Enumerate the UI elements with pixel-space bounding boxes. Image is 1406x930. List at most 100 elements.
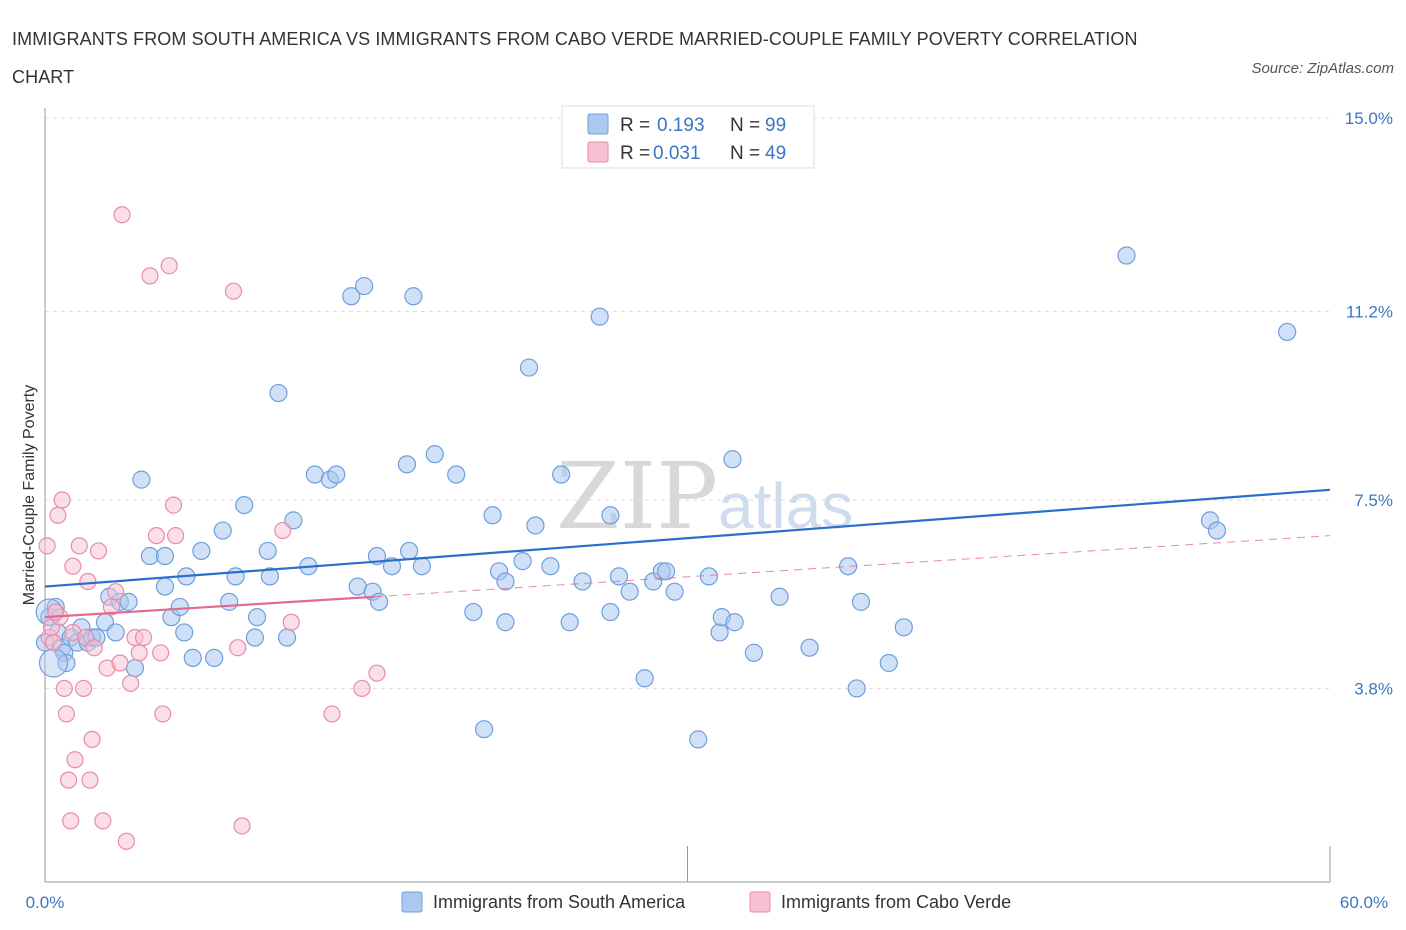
point-south-america-65 xyxy=(526,516,545,535)
point-cabo-verde-0 xyxy=(38,537,56,555)
point-south-america-34 xyxy=(247,608,267,627)
point-cabo-verde-6 xyxy=(53,491,71,509)
point-south-america-84 xyxy=(723,450,742,469)
y-axis-label: Married-Couple Family Poverty xyxy=(21,385,38,606)
point-cabo-verde-7 xyxy=(55,679,73,698)
point-south-america-33 xyxy=(245,628,264,647)
point-south-america-95 xyxy=(1278,322,1297,342)
point-south-america-94 xyxy=(1117,246,1136,265)
point-south-america-20 xyxy=(155,546,175,566)
point-cabo-verde-17 xyxy=(81,771,99,789)
legend-n-value-1: 99 xyxy=(765,115,786,136)
point-south-america-35 xyxy=(258,541,277,561)
point-cabo-verde-13 xyxy=(70,537,88,555)
point-cabo-verde-27 xyxy=(122,674,140,692)
trend-line-south-america xyxy=(44,488,1331,588)
point-south-america-66 xyxy=(541,557,560,576)
legend-r-label-1: R = xyxy=(620,115,650,136)
point-cabo-verde-14 xyxy=(74,679,93,698)
point-south-america-37 xyxy=(269,383,288,403)
y-tick-labels: 3.8% 7.5% 11.2% 15.0% xyxy=(1345,109,1393,698)
point-south-america-71 xyxy=(601,506,620,525)
point-south-america-58 xyxy=(474,720,494,739)
point-south-america-21 xyxy=(155,577,175,596)
point-south-america-5 xyxy=(57,653,76,673)
trend-line-cabo-verde xyxy=(44,595,375,619)
point-cabo-verde-45 xyxy=(368,664,386,682)
point-south-america-88 xyxy=(800,638,819,657)
point-cabo-verde-31 xyxy=(141,267,159,285)
point-cabo-verde-20 xyxy=(94,812,112,830)
bottom-legend-label-south-america: Immigrants from South America xyxy=(433,892,686,912)
point-cabo-verde-43 xyxy=(323,705,341,723)
point-south-america-61 xyxy=(496,613,515,632)
point-south-america-52 xyxy=(404,287,423,306)
point-south-america-90 xyxy=(847,679,866,698)
point-south-america-31 xyxy=(226,567,245,586)
x-tick-label-min: 0.0% xyxy=(26,893,65,912)
point-south-america-86 xyxy=(744,643,763,662)
point-cabo-verde-40 xyxy=(233,817,251,835)
point-cabo-verde-23 xyxy=(107,583,125,601)
trend-lines xyxy=(44,488,1331,619)
point-south-america-62 xyxy=(496,572,515,591)
point-south-america-57 xyxy=(464,602,483,622)
point-south-america-38 xyxy=(277,628,297,647)
point-cabo-verde-48 xyxy=(85,639,103,657)
y-tick-label-2: 11.2% xyxy=(1346,303,1393,322)
point-cabo-verde-35 xyxy=(160,257,178,275)
point-south-america-17 xyxy=(125,658,145,678)
point-south-america-64 xyxy=(519,358,539,377)
point-south-america-49 xyxy=(382,557,402,576)
legend-r-value-2: 0.031 xyxy=(653,143,701,164)
y-tick-label-1: 7.5% xyxy=(1354,491,1393,510)
legend-swatch-south-america xyxy=(587,113,609,135)
legend-r-value-1: 0.193 xyxy=(657,115,705,136)
point-south-america-75 xyxy=(635,669,654,688)
point-cabo-verde-8 xyxy=(57,705,76,723)
point-cabo-verde-33 xyxy=(152,644,170,662)
point-cabo-verde-18 xyxy=(83,730,101,748)
point-south-america-73 xyxy=(609,567,629,586)
point-south-america-56 xyxy=(447,465,466,484)
point-cabo-verde-29 xyxy=(130,644,148,662)
series-legend: Immigrants from South America Immigrants… xyxy=(401,891,1011,913)
point-cabo-verde-24 xyxy=(111,654,129,672)
point-cabo-verde-36 xyxy=(164,496,183,514)
point-south-america-82 xyxy=(710,623,729,642)
legend-r-label-2: R = xyxy=(620,143,650,164)
point-south-america-23 xyxy=(170,597,190,617)
point-cabo-verde-10 xyxy=(62,812,80,830)
point-cabo-verde-25 xyxy=(113,206,131,224)
legend-n-value-2: 49 xyxy=(765,143,786,164)
point-cabo-verde-42 xyxy=(282,613,300,631)
correlation-legend: R = 0.193 N = 99 R = 0.031 N = 49 xyxy=(561,105,815,169)
point-cabo-verde-46 xyxy=(64,557,82,575)
point-south-america-36 xyxy=(260,567,279,586)
point-cabo-verde-3 xyxy=(44,634,63,652)
point-south-america-93 xyxy=(894,618,913,637)
watermark: ZIP atlas xyxy=(556,443,853,550)
point-south-america-63 xyxy=(513,552,532,571)
point-south-america-18 xyxy=(132,470,151,489)
point-south-america-79 xyxy=(665,582,684,601)
watermark-zip: ZIP xyxy=(556,443,718,550)
point-south-america-45 xyxy=(355,276,374,296)
point-cabo-verde-34 xyxy=(154,705,172,723)
point-south-america-32 xyxy=(235,495,254,515)
point-cabo-verde-19 xyxy=(89,542,108,560)
point-cabo-verde-30 xyxy=(134,628,153,647)
point-cabo-verde-37 xyxy=(167,527,185,545)
point-south-america-44 xyxy=(342,287,361,306)
trend-line-cabo-verde-extended xyxy=(374,535,1331,598)
chart-title: IMMIGRANTS FROM SOUTH AMERICA VS IMMIGRA… xyxy=(12,29,1138,87)
point-south-america-70 xyxy=(590,307,609,326)
point-south-america-80 xyxy=(689,730,708,749)
point-cabo-verde-26 xyxy=(117,832,135,850)
axes xyxy=(44,108,1331,883)
point-south-america-24 xyxy=(175,623,194,642)
point-south-america-69 xyxy=(573,572,592,591)
point-south-america-92 xyxy=(879,653,898,673)
point-cabo-verde-38 xyxy=(224,282,243,300)
point-south-america-51 xyxy=(397,455,417,474)
